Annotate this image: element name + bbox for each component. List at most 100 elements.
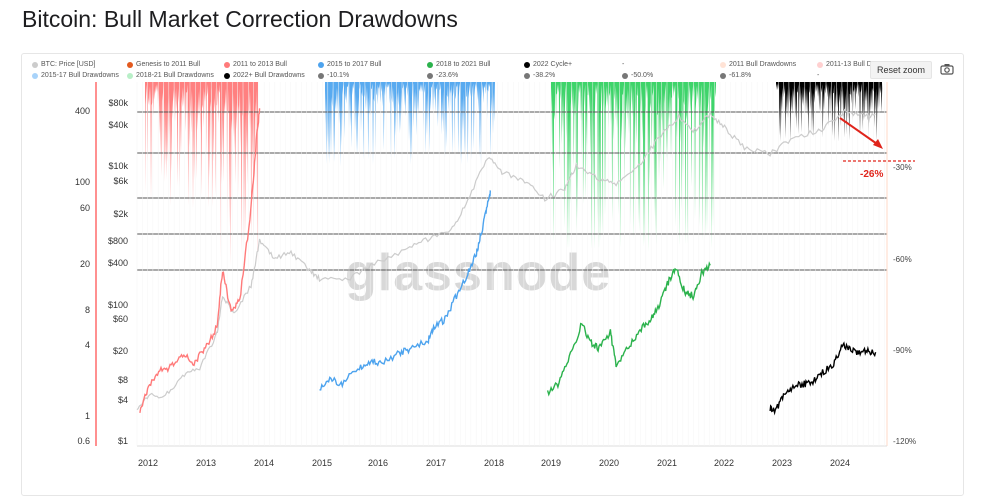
y-tick-label-right: -90% xyxy=(893,346,912,355)
legend-marker xyxy=(224,72,230,79)
reset-zoom-button[interactable]: Reset zoom xyxy=(870,61,933,79)
legend-label: -50.0% xyxy=(631,72,654,79)
legend-marker xyxy=(427,61,433,68)
legend-item[interactable]: 2011-13 Bull Dr xyxy=(817,61,874,68)
legend-marker xyxy=(32,72,38,79)
y-tick-label-price: $6k xyxy=(113,176,128,186)
legend-label: 2011 to 2013 Bull xyxy=(233,61,287,68)
legend-label: Genesis to 2011 Bull xyxy=(136,61,201,68)
legend-marker xyxy=(720,61,726,68)
x-tick-label: 2015 xyxy=(312,458,332,468)
legend-label: 2022 Cycle+ xyxy=(533,61,573,68)
legend-item[interactable]: 2022 Cycle+ xyxy=(524,61,572,68)
legend-marker xyxy=(622,72,628,79)
x-tick-label: 2023 xyxy=(772,458,792,468)
legend-label: 2015 to 2017 Bull xyxy=(327,61,382,68)
y-tick-label-price: $800 xyxy=(108,236,128,246)
series-line-1 xyxy=(139,108,261,414)
y-tick-label-price: $2k xyxy=(113,209,128,219)
arrow-head xyxy=(873,139,883,149)
legend-label: 2011-13 Bull Dr xyxy=(826,61,875,68)
drawdown-2011-13b xyxy=(220,82,258,266)
legend-marker xyxy=(224,61,230,68)
legend-marker xyxy=(524,72,530,79)
legend-label: - xyxy=(817,72,820,79)
legend-marker xyxy=(127,72,133,79)
drawdown-2022 xyxy=(776,82,883,142)
legend-marker xyxy=(127,61,133,68)
y-tick-label-outer: 20 xyxy=(80,259,90,269)
chart-legend: BTC: Price [USD] Genesis to 2011 Bull 2011… xyxy=(32,59,892,83)
legend-item[interactable]: -10.1% xyxy=(318,72,349,79)
legend-label: 2015-17 Bull Drawdowns xyxy=(41,72,119,79)
legend-marker xyxy=(318,61,324,68)
y-tick-label-outer: 60 xyxy=(80,203,90,213)
legend-item[interactable]: 2011 Bull Drawdowns xyxy=(720,61,796,68)
legend-item[interactable]: - xyxy=(622,61,624,68)
y-tick-label-outer: 4 xyxy=(85,340,90,350)
legend-item[interactable]: 2018 to 2021 Bull xyxy=(427,61,491,68)
y-tick-label-price: $1 xyxy=(118,436,128,446)
legend-marker xyxy=(427,72,433,79)
drawdown-annotation: -26% xyxy=(860,169,883,180)
legend-label: 2018-21 Bull Drawdowns xyxy=(136,72,214,79)
legend-item[interactable]: -50.0% xyxy=(622,72,653,79)
y-tick-label-price: $80k xyxy=(108,98,128,108)
y-tick-label-price: $8 xyxy=(118,375,128,385)
y-tick-label-price: $20 xyxy=(113,346,128,356)
x-tick-label: 2018 xyxy=(484,458,504,468)
x-tick-label: 2016 xyxy=(368,458,388,468)
x-tick-label: 2019 xyxy=(541,458,561,468)
legend-label: 2018 to 2021 Bull xyxy=(436,61,491,68)
legend-marker xyxy=(817,61,823,68)
y-tick-label-price: $100 xyxy=(108,300,128,310)
legend-item[interactable]: 2011 to 2013 Bull xyxy=(224,61,287,68)
drawdown-arrow xyxy=(839,117,881,147)
legend-item[interactable]: BTC: Price [USD] xyxy=(32,61,95,68)
legend-label: 2011 Bull Drawdowns xyxy=(729,61,797,68)
x-tick-label: 2017 xyxy=(426,458,446,468)
x-tick-label: 2021 xyxy=(657,458,677,468)
drawdown-2015-17 xyxy=(325,82,495,167)
x-tick-label: 2012 xyxy=(138,458,158,468)
camera-icon[interactable] xyxy=(940,63,954,75)
x-tick-label: 2014 xyxy=(254,458,274,468)
legend-item[interactable]: Genesis to 2011 Bull xyxy=(127,61,200,68)
legend-item[interactable]: 2018-21 Bull Drawdowns xyxy=(127,72,214,79)
x-tick-label: 2024 xyxy=(830,458,850,468)
chart-panel: BTC: Price [USD] Genesis to 2011 Bull 2011… xyxy=(21,53,964,496)
legend-label: -61.8% xyxy=(729,72,752,79)
legend-item[interactable]: 2022+ Bull Drawdowns xyxy=(224,72,305,79)
legend-label: 2022+ Bull Drawdowns xyxy=(233,72,305,79)
legend-item[interactable]: -23.6% xyxy=(427,72,458,79)
legend-item[interactable]: - xyxy=(817,72,819,79)
y-tick-label-price: $60 xyxy=(113,314,128,324)
x-tick-label: 2022 xyxy=(714,458,734,468)
legend-label: -38.2% xyxy=(533,72,556,79)
drawdown-2018-21 xyxy=(551,82,716,252)
series-line-2 xyxy=(319,190,491,391)
x-tick-label: 2020 xyxy=(599,458,619,468)
y-tick-label-outer: 0.6 xyxy=(77,436,90,446)
legend-marker xyxy=(32,61,38,68)
y-tick-label-price: $4 xyxy=(118,395,128,405)
legend-label: -23.6% xyxy=(436,72,459,79)
y-tick-label-outer: 1 xyxy=(85,411,90,421)
series-line-3 xyxy=(546,261,711,397)
legend-item[interactable]: -61.8% xyxy=(720,72,751,79)
legend-item[interactable]: 2015 to 2017 Bull xyxy=(318,61,382,68)
y-tick-label-price: $10k xyxy=(108,161,128,171)
legend-item[interactable]: -38.2% xyxy=(524,72,555,79)
legend-marker xyxy=(524,61,530,68)
legend-label: - xyxy=(622,61,625,68)
legend-marker xyxy=(720,72,726,79)
y-tick-label-outer: 100 xyxy=(75,177,90,187)
y-tick-label-right: -60% xyxy=(893,255,912,264)
legend-label: -10.1% xyxy=(327,72,350,79)
series-line-4 xyxy=(769,341,877,416)
legend-item[interactable]: 2015-17 Bull Drawdowns xyxy=(32,72,119,79)
y-tick-label-outer: 8 xyxy=(85,305,90,315)
drawdown-2011-13 xyxy=(145,82,220,211)
x-tick-label: 2013 xyxy=(196,458,216,468)
